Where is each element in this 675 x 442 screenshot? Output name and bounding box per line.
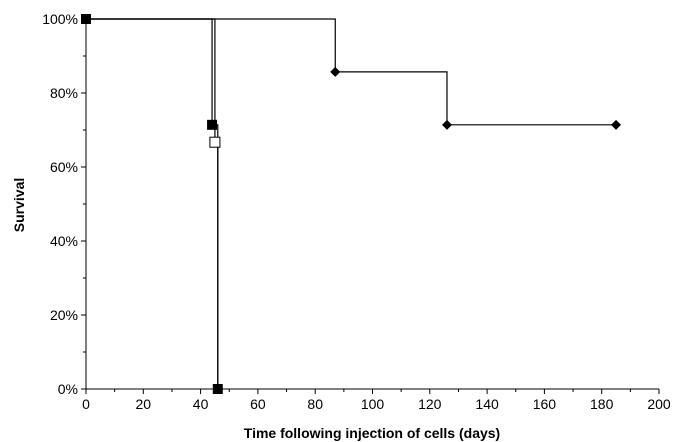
diamond-marker: [330, 66, 341, 77]
y-tick-label: 0%: [58, 381, 78, 397]
y-tick-label: 100%: [42, 11, 78, 27]
x-axis-title: Time following injection of cells (days): [244, 425, 500, 441]
filled-square-marker: [81, 14, 91, 24]
series-line: [86, 18, 617, 126]
diamond-marker: [441, 119, 452, 130]
x-tick-label: 60: [250, 396, 266, 412]
filled-square-marker: [207, 119, 218, 130]
x-tick-label: 20: [136, 396, 152, 412]
chart-tick-labels: 0 20 40 60 80 100 120 140 160 180 200 0% 20% 40% 60% 80…: [42, 11, 671, 412]
x-tick-label: 40: [193, 396, 209, 412]
series-line: [86, 18, 219, 389]
open-square-marker: [209, 136, 221, 148]
chart-axes: [81, 18, 660, 394]
y-axis-title: Survival: [11, 178, 27, 232]
chart-series: [81, 14, 622, 394]
x-tick-label: 180: [590, 396, 614, 412]
y-tick-label: 20%: [50, 307, 78, 323]
y-tick-label: 60%: [50, 159, 78, 175]
x-tick-label: 0: [82, 396, 90, 412]
y-tick-label: 80%: [50, 85, 78, 101]
y-tick-label: 40%: [50, 233, 78, 249]
x-tick-label: 80: [307, 396, 323, 412]
x-tick-label: 200: [647, 396, 671, 412]
diamond-marker: [611, 119, 622, 130]
series-line: [86, 18, 219, 389]
filled-square-marker: [212, 384, 223, 394]
x-tick-label: 100: [361, 396, 385, 412]
x-tick-label: 120: [418, 396, 442, 412]
x-tick-label: 160: [533, 396, 557, 412]
x-tick-label: 140: [475, 396, 499, 412]
